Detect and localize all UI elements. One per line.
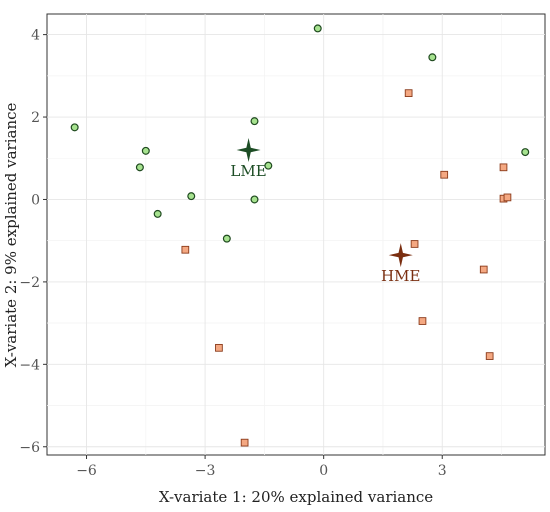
data-point-square [418,317,427,325]
data-point-square [440,170,449,179]
data-point-square [404,89,413,97]
data-points [70,24,530,447]
data-point-circle [428,53,437,62]
y-tick-label: −2 [19,275,40,291]
data-point-circle [521,148,530,157]
data-point-circle [222,234,231,243]
data-point-circle [141,146,150,155]
y-tick-label: −4 [19,357,40,373]
y-tick-label: 0 [31,192,40,208]
y-tick-label: 4 [31,28,40,44]
plot-panel [46,13,546,456]
data-point-circle [153,209,162,218]
data-point-square [181,245,190,254]
data-point-square [503,193,512,202]
x-tick-label: 3 [438,463,447,479]
centroids: LME HME [230,138,420,285]
x-tick-label: −6 [76,463,97,479]
centroid-label: HME [381,267,420,285]
axis-ticks: −6 −3 0 3 −6 −4 −2 0 2 4 [19,28,446,479]
centroid-label: LME [230,162,266,180]
x-tick-label: −3 [195,463,216,479]
data-point-circle [313,24,322,33]
grid-lines [47,14,545,455]
data-point-square [240,438,249,447]
data-point-circle [187,192,196,201]
data-point-circle [70,123,79,132]
y-axis-title: X-variate 2: 9% explained variance [2,102,20,367]
data-point-circle [250,195,259,204]
data-point-circle [135,163,144,172]
centroid-star-icon [236,138,261,163]
x-axis-title: X-variate 1: 20% explained variance [159,488,433,506]
y-tick-label: 2 [31,110,40,126]
data-point-square [479,265,488,274]
data-point-circle [264,161,273,170]
x-tick-label: 0 [319,463,328,479]
data-point-square [410,240,419,248]
data-point-square [485,352,494,360]
y-tick-label: −6 [19,440,40,456]
centroid-star-icon [388,243,413,268]
data-point-circle [250,117,259,126]
data-point-square [215,343,223,352]
data-point-square [499,163,508,172]
